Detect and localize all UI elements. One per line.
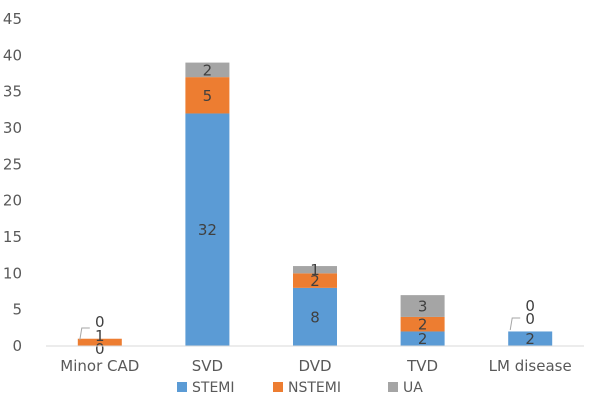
data-label: 2 bbox=[310, 272, 320, 290]
bar-segment bbox=[185, 62, 230, 78]
data-label: 2 bbox=[418, 330, 428, 348]
y-tick-label: 15 bbox=[3, 228, 22, 246]
x-category-label: SVD bbox=[192, 357, 223, 375]
bar-segment bbox=[400, 316, 445, 332]
x-category-label: TVD bbox=[406, 357, 438, 375]
legend-label: STEMI bbox=[192, 380, 235, 396]
data-label-leader-line bbox=[79, 327, 90, 341]
x-category-label: Minor CAD bbox=[60, 357, 139, 375]
data-label: 5 bbox=[203, 87, 213, 105]
y-tick-label: 0 bbox=[12, 337, 22, 355]
x-category-label: LM disease bbox=[489, 357, 572, 375]
bar-segment bbox=[293, 266, 337, 274]
legend-swatch bbox=[388, 382, 398, 392]
bar-segment bbox=[400, 295, 445, 317]
legend-swatch bbox=[273, 382, 283, 392]
bar-segment bbox=[293, 273, 337, 288]
y-tick-label: 25 bbox=[3, 155, 22, 173]
data-label: 0 bbox=[95, 313, 105, 331]
data-label: 8 bbox=[310, 308, 320, 326]
data-label: 0 bbox=[525, 310, 535, 328]
bar-segment bbox=[77, 338, 122, 346]
data-label: 2 bbox=[418, 316, 428, 334]
data-label: 0 bbox=[525, 297, 535, 315]
legend-label: NSTEMI bbox=[288, 380, 341, 396]
y-tick-label: 45 bbox=[3, 10, 22, 28]
legend-swatch bbox=[177, 382, 187, 392]
y-tick-label: 10 bbox=[3, 264, 22, 282]
data-label: 1 bbox=[310, 261, 320, 279]
data-label-leader-line bbox=[509, 317, 521, 331]
bar-segment bbox=[508, 331, 553, 346]
bar-segment bbox=[185, 77, 230, 114]
data-label: 0 bbox=[95, 340, 105, 358]
x-category-label: DVD bbox=[298, 357, 331, 375]
data-label: 2 bbox=[525, 330, 535, 348]
y-tick-label: 35 bbox=[3, 83, 22, 101]
legend: STEMI NSTEMI UA bbox=[177, 380, 423, 396]
y-tick-label: 40 bbox=[3, 46, 22, 64]
y-tick-label: 30 bbox=[3, 119, 22, 137]
y-axis: 0 5 10 15 20 25 30 35 40 45 bbox=[3, 10, 22, 355]
bar-segment bbox=[293, 287, 337, 346]
data-label: 32 bbox=[198, 221, 217, 239]
bars-layer bbox=[77, 62, 553, 346]
x-axis: Minor CAD SVD DVD TVD LM disease bbox=[46, 345, 584, 375]
y-tick-label: 20 bbox=[3, 192, 22, 210]
data-label: 2 bbox=[203, 61, 213, 79]
data-label: 1 bbox=[95, 327, 105, 345]
legend-label: UA bbox=[403, 380, 423, 396]
data-label: 3 bbox=[418, 298, 428, 316]
bar-segment bbox=[400, 331, 445, 346]
y-tick-label: 5 bbox=[12, 301, 22, 319]
bar-segment bbox=[185, 113, 230, 346]
